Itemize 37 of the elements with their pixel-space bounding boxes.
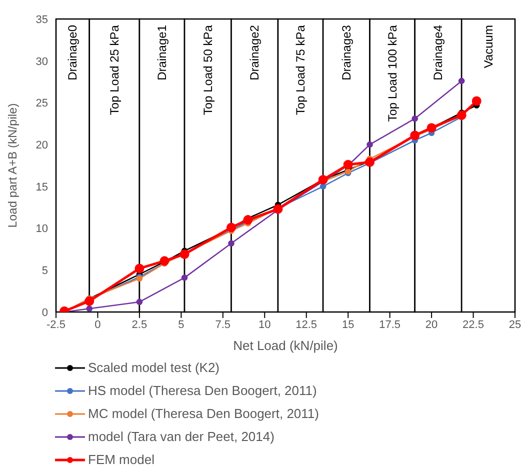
legend-label: HS model (Theresa Den Boogert, 2011) [88,382,317,400]
band-label: Top Load 50 kPa [200,24,215,116]
x-tick-label: -2.5 [46,318,66,331]
band-label: Vacuum [481,25,496,68]
x-tick-label: 10 [258,318,271,331]
legend-label: model (Tara van der Peet, 2014) [88,428,274,446]
band-label: Top Load 100 kPa [385,24,400,122]
x-tick-label: 7.5 [215,318,231,331]
band-label: Drainage0 [66,24,80,80]
x-tick-label: 20 [425,318,438,331]
x-axis-title: Net Load (kN/pile) [233,338,338,353]
x-tick-label: 17.5 [379,318,401,331]
y-tick-label: 15 [36,181,48,194]
x-tick-label: 25 [508,318,522,331]
x-tick-label: 5 [178,318,184,331]
band-label: Drainage1 [154,24,169,80]
y-axis-title: Load part A+B (kN/pile) [5,103,20,228]
x-tick-label: 22.5 [462,318,484,331]
y-tick-label: 30 [36,56,48,68]
legend-label: MC model (Theresa Den Boogert, 2011) [88,405,319,423]
x-tick-label: 0 [94,318,101,331]
x-tick-label: 15 [342,318,354,331]
y-tick-label: 5 [42,265,48,278]
y-tick-label: 20 [36,139,48,152]
band-label: Drainage4 [431,24,446,80]
legend-label: FEM model [88,451,154,469]
y-tick-label: 35 [36,14,48,26]
x-tick-label: 12.5 [296,318,318,331]
band-label: Drainage2 [248,24,262,80]
y-tick-label: 0 [42,306,48,319]
band-label: Drainage3 [339,24,354,80]
legend-label: Scaled model test (K2) [88,359,220,377]
band-label: Top Load 75 kPa [294,24,308,116]
band-label: Top Load 25 kPa [107,24,122,116]
y-tick-label: 10 [36,223,48,236]
x-tick-label: 2.5 [132,318,148,331]
y-tick-label: 25 [36,98,48,110]
